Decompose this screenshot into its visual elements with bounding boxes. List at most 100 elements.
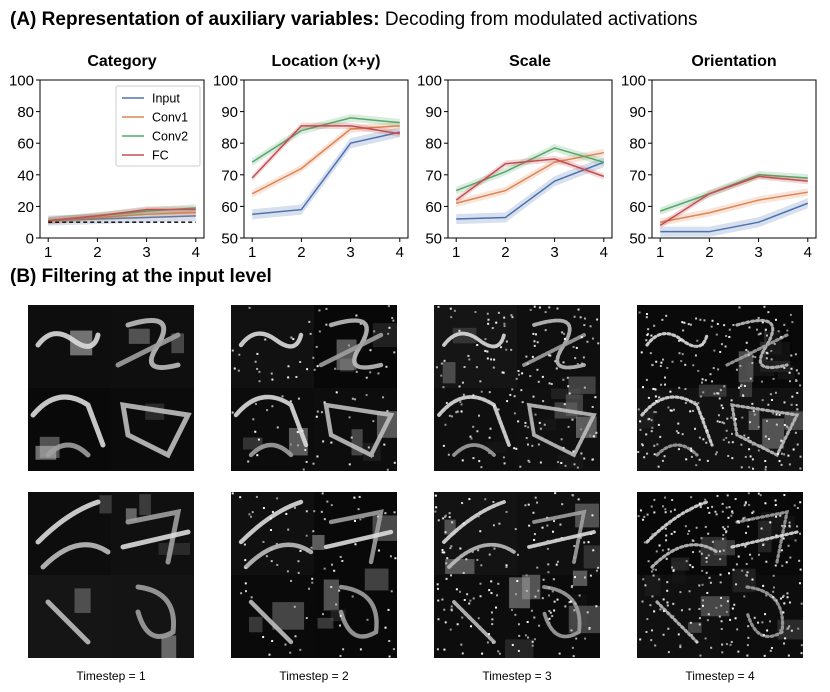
series-line-conv1 (251, 125, 400, 195)
filtered-image-row2-t3 (434, 492, 600, 658)
filtered-image-row1-t4 (637, 305, 803, 471)
filtered-image-graphic (434, 492, 600, 658)
x-tick-label: 4 (600, 244, 608, 261)
timestep-label-3: Timestep = 3 (482, 669, 552, 683)
series-band-input (660, 198, 808, 237)
y-tick-label: 40 (17, 167, 34, 184)
y-tick-label: 60 (17, 136, 34, 153)
filtered-image-graphic (28, 305, 194, 471)
legend-label-conv1: Conv1 (152, 111, 188, 125)
filtered-image-graphic (434, 305, 600, 471)
y-tick-label: 20 (17, 199, 34, 216)
y-tick-label: 100 (417, 73, 442, 90)
filtered-image-graphic (231, 492, 397, 658)
x-tick-label: 4 (192, 244, 200, 261)
series-line-conv1 (660, 191, 808, 223)
chart-4: Orientation 50 60 70 80 90 100 1 2 3 4 (621, 53, 817, 261)
filtered-image-row2-t4 (637, 492, 803, 658)
axes-frame (447, 79, 613, 239)
y-tick-label: 50 (629, 231, 646, 248)
x-tick-label: 2 (93, 244, 101, 261)
series-band-fc (252, 122, 400, 182)
filtered-image-row1-t3 (434, 305, 600, 471)
series-band-input (456, 157, 604, 225)
x-tick-label: 2 (705, 244, 713, 261)
y-tick-label: 100 (9, 73, 34, 90)
y-tick-label: 70 (629, 167, 646, 184)
timestep-label-2: Timestep = 2 (279, 669, 349, 683)
x-tick-label: 4 (804, 244, 812, 261)
legend-label-fc: FC (152, 149, 169, 163)
section-a-title-rest: Decoding from modulated activations (384, 9, 698, 30)
y-tick-label: 90 (629, 104, 646, 121)
section-b-heading: (B) Filtering at the input level (10, 266, 272, 288)
y-tick-label: 90 (221, 104, 238, 121)
timestep-label-1: Timestep = 1 (76, 669, 146, 683)
x-tick-label: 3 (754, 244, 762, 261)
series-line-fc (251, 125, 400, 179)
series-band-fc (48, 206, 196, 224)
chart-title: Orientation (691, 53, 776, 70)
chart-title: Scale (509, 53, 551, 70)
y-tick-label: 80 (221, 136, 238, 153)
filtered-image-row2-t2 (231, 492, 397, 658)
series-line-input (456, 161, 605, 220)
series-band-input (252, 127, 400, 220)
section-b-label: (B) (10, 266, 37, 287)
filtered-image-graphic (637, 492, 803, 658)
filtered-image-row1-t1 (28, 305, 194, 471)
x-tick-label: 1 (248, 244, 256, 261)
x-tick-label: 2 (297, 244, 305, 261)
series-line-conv2 (251, 117, 400, 163)
section-b-title: Filtering at the input level (41, 266, 272, 287)
chart-2: Location (x+y) 50 60 70 80 90 100 1 2 3 4 (213, 53, 409, 261)
section-a-title-bold: Representation of auxiliary variables: (41, 9, 380, 30)
series-line-conv1 (456, 151, 604, 204)
y-tick-label: 60 (629, 199, 646, 216)
y-tick-label: 60 (425, 199, 442, 216)
y-tick-label: 50 (425, 231, 442, 248)
section-a-heading: (A) Representation of auxiliary variable… (10, 9, 697, 31)
series-line-conv1 (48, 211, 196, 222)
series-band-conv2 (660, 171, 808, 215)
y-tick-label: 100 (213, 73, 238, 90)
series-line-fc (48, 208, 196, 222)
y-tick-label: 60 (221, 199, 238, 216)
x-tick-label: 3 (142, 244, 150, 261)
axes-frame (243, 79, 409, 239)
y-tick-label: 50 (221, 231, 238, 248)
x-tick-label: 3 (346, 244, 354, 261)
filtered-image-row2-t1 (28, 492, 194, 658)
section-a-label: (A) (10, 9, 37, 30)
x-tick-label: 4 (396, 244, 404, 261)
y-tick-label: 100 (621, 73, 646, 90)
x-tick-label: 1 (44, 244, 52, 261)
y-tick-label: 70 (425, 167, 442, 184)
series-line-input (252, 131, 400, 216)
series-band-conv1 (252, 122, 400, 198)
chart-3: Scale 50 60 70 80 90 100 1 2 3 4 (417, 53, 613, 261)
chart-title: Category (87, 53, 156, 70)
series-line-input (48, 215, 196, 222)
y-tick-label: 80 (629, 136, 646, 153)
x-tick-label: 1 (656, 244, 664, 261)
series-band-fc (456, 155, 604, 204)
legend-label-conv2: Conv2 (152, 130, 188, 144)
line-charts: Category 0 20 40 60 80 100 1 2 3 4 Input Conv1 Conv2 F… (9, 53, 817, 261)
chart-title: Location (x+y) (272, 53, 381, 70)
y-tick-label: 0 (26, 231, 34, 248)
filtered-image-graphic (28, 492, 194, 658)
y-tick-label: 80 (17, 104, 34, 121)
filtered-image-graphic (637, 305, 803, 471)
timestep-label-4: Timestep = 4 (685, 669, 755, 683)
x-tick-label: 3 (550, 244, 558, 261)
series-band-conv1 (48, 208, 196, 225)
y-tick-label: 70 (221, 167, 238, 184)
series-line-fc (455, 158, 605, 201)
legend-label-input: Input (152, 92, 180, 106)
series-line-fc (659, 175, 808, 226)
axes-frame (39, 79, 205, 239)
filtered-image-graphic (231, 305, 397, 471)
filtered-image-row1-t2 (231, 305, 397, 471)
y-tick-label: 80 (425, 136, 442, 153)
